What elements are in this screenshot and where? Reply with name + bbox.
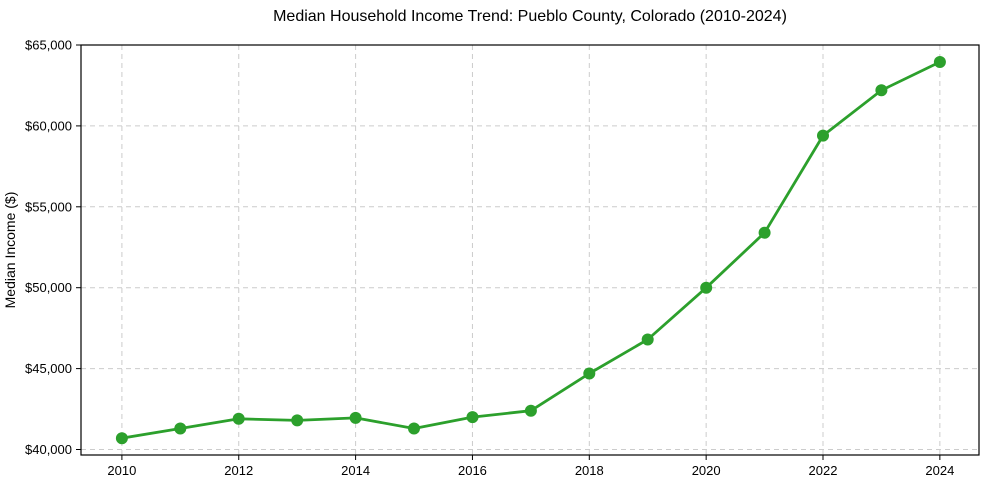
y-axis-label: Median Income ($)	[2, 192, 18, 309]
plot-border	[80, 44, 980, 456]
y-tick-label: $60,000	[25, 118, 72, 133]
data-point-2017	[524, 404, 537, 417]
x-tick-label: 2022	[809, 463, 838, 478]
data-point-2014	[349, 411, 362, 424]
data-point-2011	[174, 422, 187, 435]
data-point-2010	[115, 432, 128, 445]
y-tick-label: $50,000	[25, 280, 72, 295]
data-point-2018	[583, 367, 596, 380]
y-tick-label: $40,000	[25, 442, 72, 457]
data-point-2012	[232, 412, 245, 425]
x-tick-label: 2018	[575, 463, 604, 478]
data-point-2023	[875, 84, 888, 97]
y-tick-label: $55,000	[25, 199, 72, 214]
y-tick-label: $45,000	[25, 361, 72, 376]
series-layer	[115, 56, 946, 445]
data-point-2021	[758, 226, 771, 239]
data-point-2013	[291, 414, 304, 427]
chart-title: Median Household Income Trend: Pueblo Co…	[273, 8, 787, 25]
data-point-2022	[817, 129, 829, 142]
x-tick-label: 2010	[107, 463, 136, 478]
x-tick-label: 2012	[224, 463, 253, 478]
data-point-2019	[641, 333, 654, 346]
data-point-2016	[466, 411, 479, 424]
data-point-2020	[700, 281, 713, 294]
x-tick-label: 2014	[341, 463, 370, 478]
x-tick-label: 2024	[925, 463, 954, 478]
grid-layer	[81, 44, 979, 455]
data-point-2024	[933, 56, 946, 68]
axis-layer: $40,000 $45,000 $50,000 $55,000 $60,000 $65,0…	[25, 38, 954, 479]
trend-line	[120, 60, 942, 440]
x-tick-label: 2016	[458, 463, 487, 478]
y-tick-label: $65,000	[25, 38, 72, 53]
data-point-2015	[408, 422, 420, 435]
x-tick-label: 2020	[692, 463, 721, 478]
